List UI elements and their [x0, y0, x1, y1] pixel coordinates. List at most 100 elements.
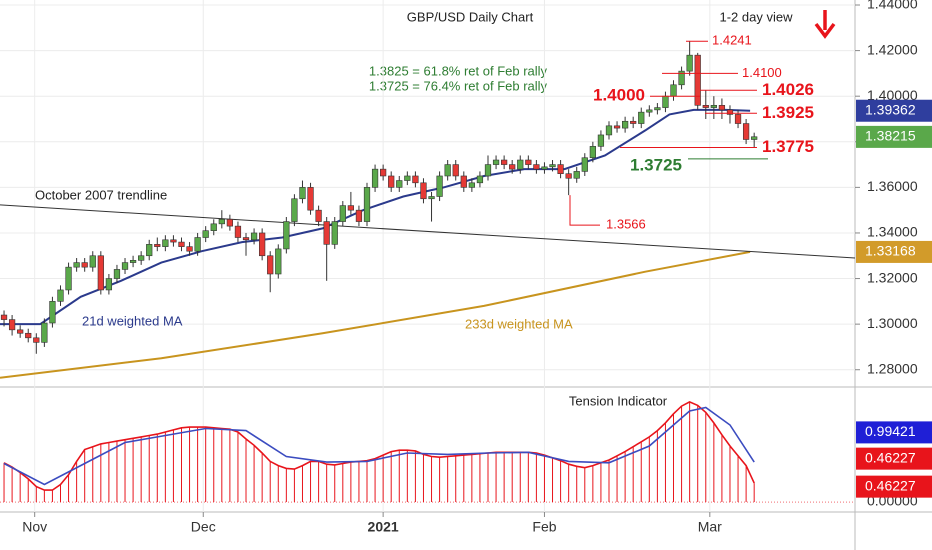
- level-label: 1.4000: [593, 86, 645, 105]
- candle-body: [170, 239, 177, 243]
- price-tag: [856, 125, 932, 148]
- candle-body: [533, 164, 540, 170]
- candle-body: [81, 262, 88, 268]
- candle-body: [275, 248, 282, 275]
- candle-body: [146, 244, 153, 257]
- candle-body: [726, 109, 734, 115]
- candle-body: [718, 105, 726, 111]
- indicator-line: [3, 401, 755, 491]
- candle-body: [613, 125, 621, 129]
- candle-body: [380, 168, 387, 177]
- candle-body: [210, 223, 217, 231]
- candle-body: [638, 111, 645, 124]
- y-tick-label: 1.30000: [867, 315, 918, 331]
- candle-body: [89, 255, 96, 268]
- candle-body: [299, 187, 306, 200]
- candle-body: [452, 164, 459, 177]
- candle-body: [371, 168, 379, 188]
- candle-body: [97, 255, 104, 291]
- candle-body: [557, 164, 564, 174]
- candle-body: [436, 175, 443, 197]
- x-tick-label: Feb: [532, 519, 556, 535]
- subtitle: 1-2 day view: [720, 9, 794, 24]
- candle-body: [162, 239, 169, 247]
- candle-body: [194, 237, 201, 252]
- candle-body: [347, 205, 354, 211]
- candle-body: [65, 266, 72, 291]
- candle-body: [49, 301, 56, 324]
- candle-body: [444, 164, 451, 177]
- candle-body: [323, 221, 330, 245]
- series-label: 21d weighted MA: [82, 313, 183, 328]
- candle-body: [468, 182, 475, 188]
- level-line: [569, 195, 600, 226]
- candle-body: [589, 146, 596, 159]
- candle-body: [17, 329, 24, 334]
- candle-body: [363, 187, 371, 222]
- x-tick-label: 2021: [368, 519, 399, 535]
- candle-body: [420, 182, 427, 200]
- indicator-title: Tension Indicator: [569, 393, 668, 408]
- candle-body: [396, 180, 403, 188]
- candle-body: [129, 260, 137, 263]
- candle-body: [742, 123, 750, 140]
- candle-body: [202, 230, 209, 238]
- line-series: [0, 108, 751, 326]
- candle-body: [621, 120, 629, 129]
- x-tick-label: Dec: [191, 519, 216, 535]
- price-tag: [856, 240, 932, 263]
- candle-body: [525, 159, 532, 165]
- indicator-tag-label: 0.99421: [865, 423, 916, 439]
- candle-body: [605, 125, 613, 136]
- candle-body: [105, 278, 113, 291]
- candle-body: [178, 241, 185, 247]
- candle-body: [476, 175, 484, 184]
- candle-body: [226, 218, 234, 227]
- price-tag-label: 1.33168: [865, 243, 916, 259]
- candle-body: [484, 164, 492, 177]
- candle-body: [460, 175, 467, 188]
- candle-body: [565, 173, 572, 179]
- level-label: 1.4100: [742, 65, 782, 80]
- indicator-tag: [856, 421, 932, 444]
- candle-body: [0, 314, 8, 320]
- x-tick-label: Mar: [698, 519, 722, 535]
- candle-body: [662, 95, 669, 108]
- candle-body: [33, 337, 40, 343]
- candle-body: [154, 244, 161, 247]
- candle-body: [388, 175, 395, 188]
- indicator-tag: [856, 475, 932, 498]
- candle-body: [307, 187, 314, 211]
- candle-body: [339, 205, 346, 222]
- indicator-tag-label: 0.46227: [865, 449, 916, 465]
- candle-body: [218, 218, 225, 225]
- y-tick-label: 1.40000: [867, 87, 918, 103]
- candle-body: [509, 164, 516, 170]
- candle-body: [517, 159, 524, 170]
- indicator-signal: [3, 406, 755, 486]
- x-tick-label: Nov: [22, 519, 47, 535]
- candle-body: [734, 114, 742, 124]
- price-tag-label: 1.38215: [865, 128, 916, 144]
- candle-body: [8, 319, 16, 331]
- candle-body: [541, 166, 548, 170]
- candle-body: [501, 159, 508, 165]
- candle-body: [315, 209, 322, 222]
- candle-body: [259, 232, 266, 257]
- candle-body: [549, 164, 556, 168]
- level-label: 1.3775: [762, 137, 814, 156]
- candle-body: [630, 120, 637, 124]
- candle-body: [234, 225, 242, 238]
- candle-body: [597, 134, 605, 147]
- indicator-tag: [856, 447, 932, 470]
- y-tick-label: 1.42000: [867, 41, 918, 57]
- level-label: 1.3566: [606, 217, 646, 232]
- candle-body: [121, 262, 129, 270]
- candle-body: [428, 196, 435, 200]
- candle-body: [492, 159, 500, 165]
- candle-body: [646, 109, 653, 113]
- price-tag-label: 1.39362: [865, 101, 916, 117]
- candle-body: [267, 255, 274, 275]
